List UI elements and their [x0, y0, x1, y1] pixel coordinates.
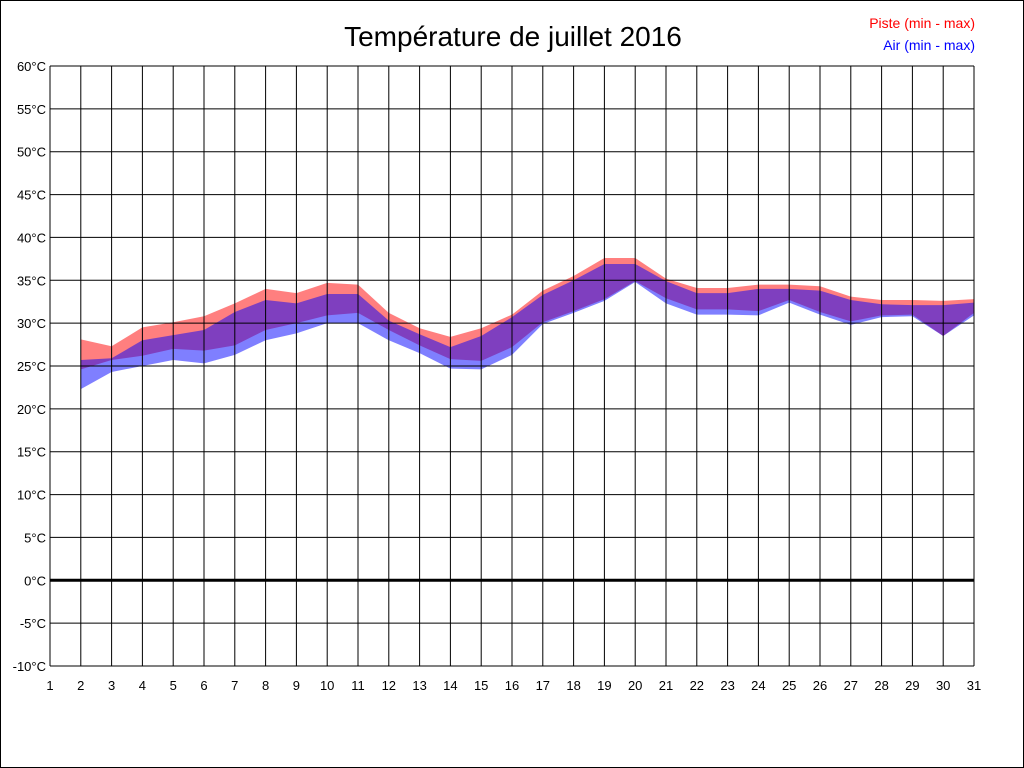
y-tick-label: 45°C [17, 188, 46, 203]
y-tick-label: 10°C [17, 488, 46, 503]
x-tick-label: 4 [139, 678, 146, 693]
y-tick-label: 5°C [24, 530, 46, 545]
x-tick-label: 25 [782, 678, 796, 693]
y-tick-label: 20°C [17, 402, 46, 417]
x-tick-label: 10 [320, 678, 334, 693]
x-tick-label: 27 [844, 678, 858, 693]
x-tick-label: 1 [46, 678, 53, 693]
y-tick-label: 0°C [24, 573, 46, 588]
x-tick-label: 17 [536, 678, 550, 693]
x-tick-label: 6 [200, 678, 207, 693]
x-tick-label: 8 [262, 678, 269, 693]
y-tick-label: 15°C [17, 445, 46, 460]
y-tick-label: 30°C [17, 316, 46, 331]
x-tick-label: 24 [751, 678, 765, 693]
legend-air: Air (min - max) [883, 37, 975, 53]
x-tick-label: 14 [443, 678, 457, 693]
x-tick-label: 18 [566, 678, 580, 693]
x-tick-label: 5 [170, 678, 177, 693]
x-tick-label: 9 [293, 678, 300, 693]
y-tick-label: 55°C [17, 102, 46, 117]
x-tick-label: 29 [905, 678, 919, 693]
x-tick-label: 26 [813, 678, 827, 693]
x-tick-label: 28 [874, 678, 888, 693]
x-tick-label: 23 [720, 678, 734, 693]
y-tick-label: 40°C [17, 230, 46, 245]
y-tick-label: -10°C [13, 659, 46, 674]
x-tick-label: 2 [77, 678, 84, 693]
y-tick-label: 50°C [17, 145, 46, 160]
x-tick-label: 22 [690, 678, 704, 693]
y-tick-label: 60°C [17, 59, 46, 74]
legend-piste: Piste (min - max) [869, 15, 975, 31]
y-tick-label: 35°C [17, 273, 46, 288]
x-tick-label: 19 [597, 678, 611, 693]
x-tick-label: 12 [382, 678, 396, 693]
x-tick-label: 20 [628, 678, 642, 693]
y-tick-label: -5°C [20, 616, 46, 631]
x-tick-label: 30 [936, 678, 950, 693]
x-tick-label: 13 [412, 678, 426, 693]
x-tick-label: 7 [231, 678, 238, 693]
x-tick-label: 3 [108, 678, 115, 693]
x-tick-label: 31 [967, 678, 981, 693]
x-tick-label: 16 [505, 678, 519, 693]
x-tick-label: 15 [474, 678, 488, 693]
y-tick-label: 25°C [17, 359, 46, 374]
chart-title: Température de juillet 2016 [344, 21, 682, 52]
x-tick-label: 21 [659, 678, 673, 693]
x-tick-label: 11 [351, 678, 365, 693]
band-air [80, 264, 975, 390]
